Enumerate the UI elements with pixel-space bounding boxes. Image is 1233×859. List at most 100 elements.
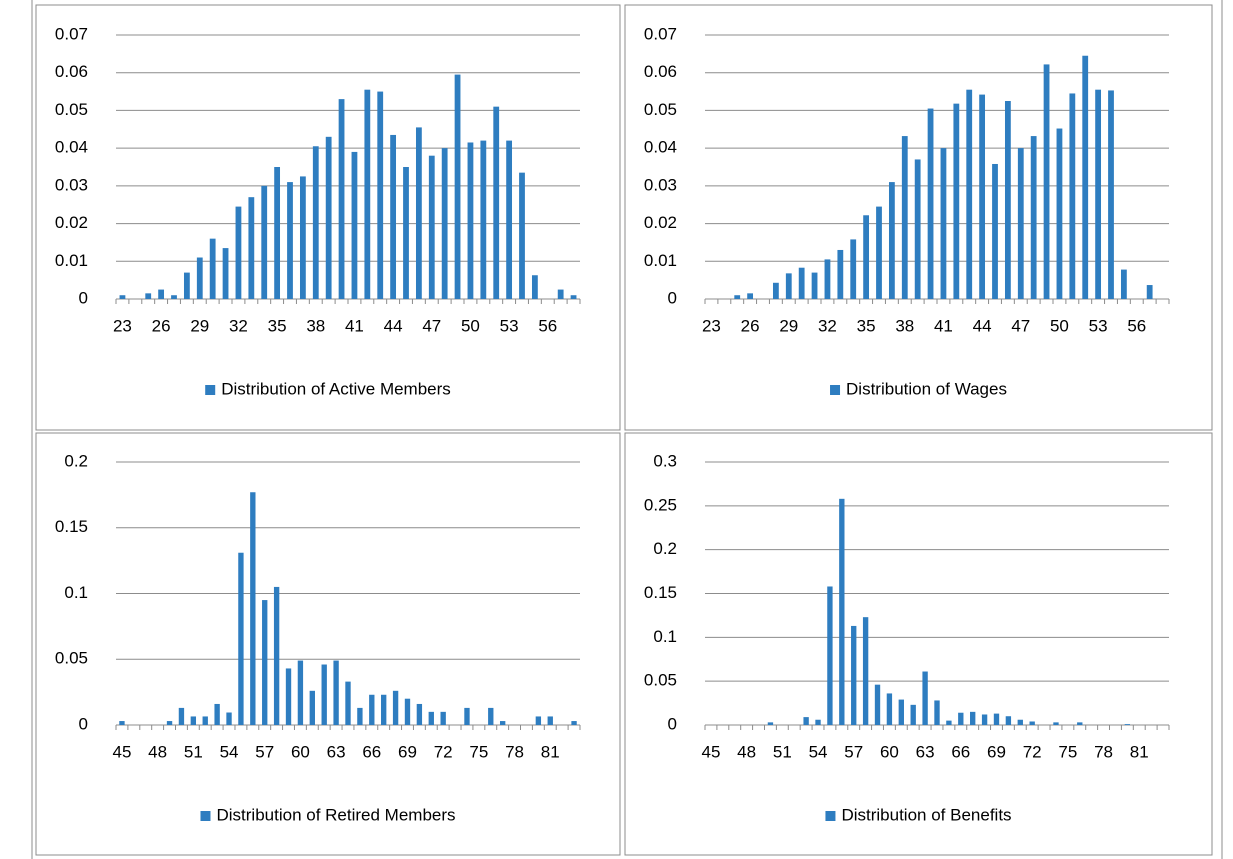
bar: [158, 289, 165, 299]
bar: [886, 693, 893, 725]
bar: [119, 721, 125, 725]
bar: [1043, 64, 1050, 299]
bar: [480, 140, 487, 299]
x-tick-label: 63: [327, 742, 346, 761]
bar: [946, 720, 952, 725]
x-tick-label: 48: [148, 742, 167, 761]
bar: [1077, 722, 1083, 725]
x-tick-label: 50: [1050, 316, 1069, 335]
x-tick-label: 44: [973, 316, 992, 335]
bar: [1082, 55, 1089, 299]
bar: [874, 684, 881, 725]
bar: [767, 722, 774, 725]
x-tick-label: 57: [844, 742, 863, 761]
legend-swatch: [830, 385, 841, 395]
bar: [285, 668, 292, 725]
bar: [196, 257, 203, 299]
x-tick-label: 60: [880, 742, 899, 761]
panel-border: [35, 4, 621, 431]
x-tick-label: 32: [229, 316, 248, 335]
y-tick-label: 0.2: [653, 539, 677, 558]
y-tick-label: 0: [79, 288, 88, 307]
bar: [570, 295, 577, 299]
bar: [403, 167, 409, 299]
bar: [798, 267, 805, 299]
x-tick-label: 66: [951, 742, 970, 761]
y-tick-label: 0: [668, 288, 677, 307]
x-tick-label: 47: [422, 316, 441, 335]
x-tick-label: 35: [268, 316, 287, 335]
bar: [377, 91, 384, 299]
bar: [369, 694, 375, 725]
bar: [1017, 148, 1024, 299]
y-tick-label: 0.07: [55, 24, 88, 43]
x-tick-label: 51: [184, 742, 203, 761]
y-tick-label: 0.04: [644, 138, 677, 157]
y-tick-label: 0.03: [55, 175, 88, 194]
bar: [321, 664, 327, 725]
y-tick-label: 0.2: [64, 451, 88, 470]
bar: [910, 704, 916, 725]
bar: [441, 148, 448, 299]
x-tick-label: 78: [505, 742, 524, 761]
panel-border: [624, 4, 1213, 431]
bar: [506, 140, 513, 299]
bar: [171, 295, 177, 299]
x-tick-label: 56: [538, 316, 557, 335]
legend-label: Distribution of Wages: [846, 379, 1007, 398]
panel-border: [624, 432, 1213, 856]
y-tick-label: 0.06: [644, 62, 677, 81]
x-tick-label: 69: [398, 742, 417, 761]
y-tick-label: 0: [79, 714, 88, 733]
bar: [248, 197, 255, 299]
y-tick-label: 0.04: [55, 138, 88, 157]
bar: [493, 106, 500, 300]
bar: [993, 713, 1000, 725]
y-tick-label: 0.1: [653, 627, 677, 646]
y-tick-label: 0.05: [644, 671, 677, 690]
bar: [454, 74, 461, 299]
x-tick-label: 72: [1023, 742, 1042, 761]
x-tick-label: 29: [190, 316, 209, 335]
x-tick-label: 53: [500, 316, 519, 335]
y-tick-label: 0.1: [64, 583, 88, 602]
x-tick-label: 54: [220, 742, 239, 761]
bar: [190, 716, 197, 725]
bar: [222, 248, 229, 299]
x-tick-label: 78: [1094, 742, 1113, 761]
legend-swatch: [825, 811, 836, 821]
bar: [1029, 721, 1035, 725]
bar: [1004, 101, 1011, 299]
bar: [1005, 716, 1012, 725]
bar: [914, 159, 921, 299]
bar: [274, 167, 281, 299]
bar: [226, 712, 232, 725]
bar: [464, 707, 470, 725]
bar: [297, 660, 304, 725]
bar: [927, 108, 934, 300]
bar: [119, 295, 126, 299]
x-tick-label: 69: [987, 742, 1006, 761]
legend-swatch: [205, 385, 216, 395]
x-tick-label: 50: [461, 316, 480, 335]
bar: [898, 699, 904, 725]
bar: [325, 136, 332, 299]
x-tick-label: 44: [384, 316, 403, 335]
x-tick-label: 72: [434, 742, 453, 761]
bar: [958, 712, 964, 725]
x-tick-label: 51: [773, 742, 792, 761]
bar: [1017, 719, 1023, 725]
bar: [273, 586, 280, 725]
bar: [531, 275, 538, 299]
bar: [287, 182, 293, 299]
x-tick-label: 53: [1089, 316, 1108, 335]
bar: [824, 259, 831, 299]
legend-label: Distribution of Active Members: [221, 379, 451, 398]
bar: [333, 660, 339, 725]
bar: [351, 151, 358, 299]
bar: [1056, 128, 1063, 299]
bar: [862, 617, 869, 725]
x-tick-label: 57: [255, 742, 274, 761]
bar: [934, 700, 940, 725]
